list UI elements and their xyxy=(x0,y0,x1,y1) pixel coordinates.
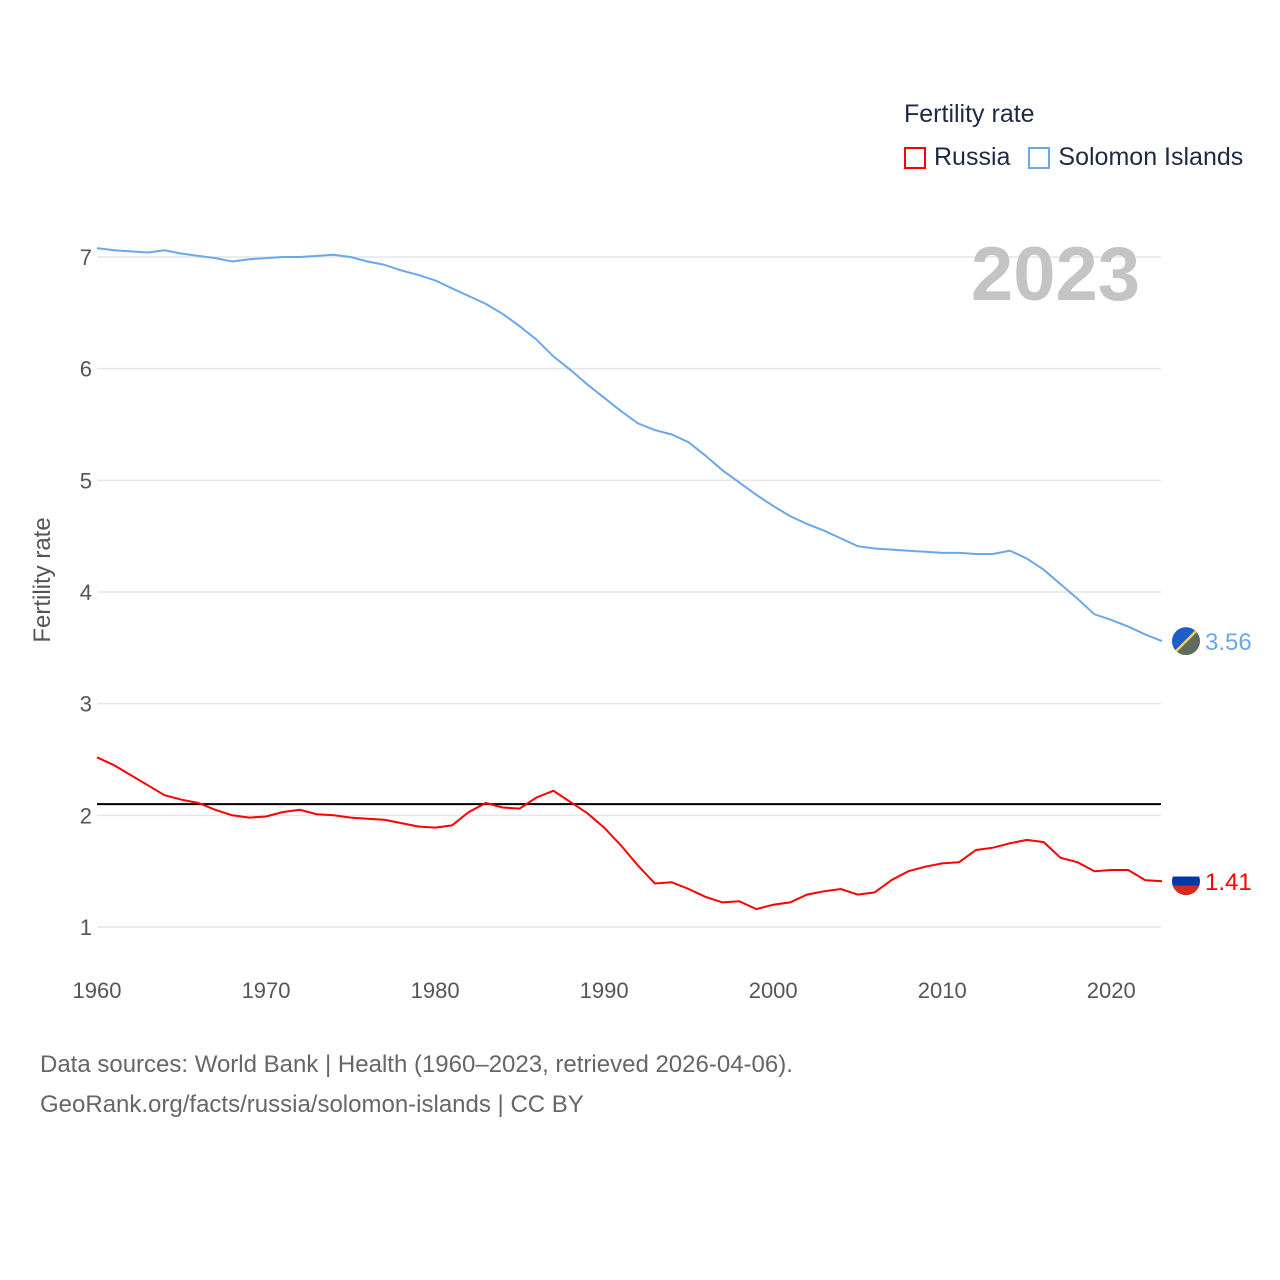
y-tick-label: 2 xyxy=(80,803,92,828)
series-line-solomon-islands xyxy=(96,247,1163,643)
x-tick-label: 1960 xyxy=(73,978,122,1003)
flag-icon-russia xyxy=(1172,867,1200,896)
data-source-text: Data sources: World Bank | Health (1960–… xyxy=(40,1051,793,1078)
footer: Data sources: World Bank | Health (1960–… xyxy=(40,1045,793,1125)
y-tick-label: 5 xyxy=(80,468,92,493)
x-tick-label: 1990 xyxy=(580,978,629,1003)
series-line-russia xyxy=(96,756,1163,911)
legend-label-solomon-islands: Solomon Islands xyxy=(1058,143,1244,171)
flag-icon-solomon-islands xyxy=(1172,627,1200,656)
y-tick-label: 3 xyxy=(80,692,92,717)
y-tick-label: 1 xyxy=(80,915,92,940)
legend-swatch-russia xyxy=(904,146,926,169)
legend-item-solomon-islands[interactable]: Solomon Islands xyxy=(1028,143,1243,172)
y-tick-label: 6 xyxy=(80,357,92,382)
y-tick-label: 7 xyxy=(80,245,92,270)
x-tick-label: 1970 xyxy=(242,978,291,1003)
x-tick-label: 2020 xyxy=(1087,978,1136,1003)
legend-item-russia[interactable]: Russia xyxy=(904,143,1010,172)
legend-label-russia: Russia xyxy=(934,143,1011,171)
x-tick-label: 2010 xyxy=(918,978,967,1003)
end-value-label-russia: 1.41 xyxy=(1205,869,1252,896)
y-tick-label: 4 xyxy=(80,580,92,605)
attribution-text: GeoRank.org/facts/russia/solomon-islands… xyxy=(40,1091,584,1118)
end-value-label-solomon-islands: 3.56 xyxy=(1205,629,1252,656)
x-tick-label: 1980 xyxy=(411,978,460,1003)
legend-swatch-solomon-islands xyxy=(1028,146,1051,169)
legend: Russia Solomon Islands xyxy=(904,143,1261,172)
year-watermark: 2023 xyxy=(971,232,1140,317)
x-tick-label: 2000 xyxy=(749,978,798,1003)
y-axis-label: Fertility rate xyxy=(29,517,56,642)
legend-title: Fertility rate xyxy=(904,100,1035,128)
